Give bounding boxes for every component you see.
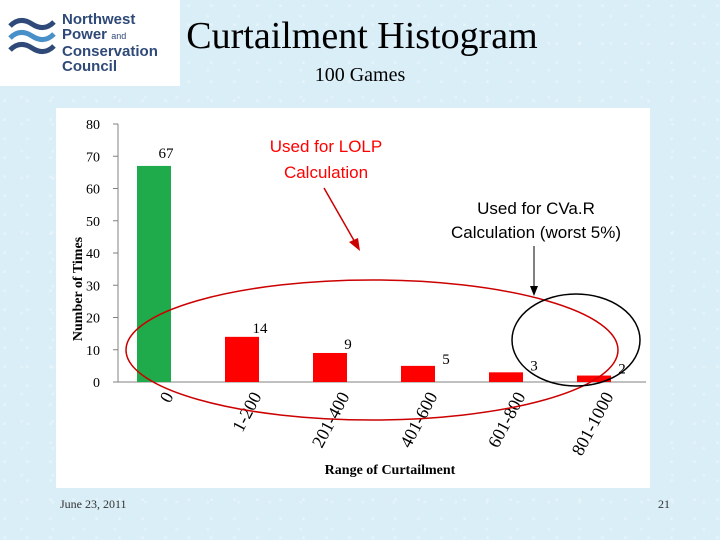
y-tick-label: 70 [86, 150, 100, 165]
data-label: 14 [253, 321, 269, 337]
category-label: 1-200 [228, 388, 265, 434]
category-label: 601-800 [484, 388, 530, 450]
lolp-arrow-head [349, 238, 360, 251]
slide-subtitle: 100 Games [314, 64, 406, 86]
council-name: Northwest Power and Conservation Council [62, 12, 158, 74]
bar-601-800 [489, 372, 523, 382]
cvar-ellipse [511, 293, 641, 387]
footer-date: June 23, 2011 [60, 497, 127, 511]
y-tick-label: 0 [93, 376, 100, 391]
y-tick-label: 40 [86, 247, 100, 262]
lolp-ellipse [125, 279, 619, 421]
annotation-cvar-line-2: Calculation (worst 5%) [451, 223, 621, 242]
x-axis-title: Range of Curtailment [325, 463, 456, 478]
chart-panel: 0 10 20 30 40 50 60 70 80 Number of Times 67 0 14 1-2… [56, 108, 650, 488]
y-tick-label: 30 [86, 279, 100, 294]
wave-emblem-icon [8, 18, 56, 54]
data-label: 9 [344, 337, 352, 353]
category-label: 801-1000 [567, 388, 617, 458]
data-label: 2 [618, 362, 626, 378]
bar-401-600 [401, 365, 435, 382]
y-axis-title: Number of Times [71, 236, 86, 341]
page-number: 21 [658, 497, 670, 511]
bar-1-200 [225, 336, 259, 382]
lolp-arrow-line [323, 187, 357, 245]
bar-801-1000 [577, 375, 611, 382]
data-label: 67 [159, 146, 175, 162]
cvar-arrow-head [530, 286, 538, 296]
council-logo: Northwest Power and Conservation Council [0, 0, 180, 86]
logo-line-1: Northwest [62, 11, 136, 28]
y-tick-label: 10 [86, 344, 100, 359]
logo-line-2: Power [62, 26, 108, 43]
logo-line-3: Conservation [62, 43, 158, 60]
bar-0 [137, 165, 171, 382]
annotation-lolp-line-2: Calculation [284, 163, 368, 182]
logo-line-2-small: and [111, 31, 127, 41]
data-label: 3 [530, 358, 538, 374]
data-label: 5 [442, 352, 450, 368]
annotation-cvar-line-1: Used for CVa.R [477, 199, 595, 218]
y-tick-label: 60 [86, 183, 100, 198]
slide-title: Curtailment Histogram [186, 15, 538, 57]
annotation-lolp-line-1: Used for LOLP [270, 137, 382, 156]
y-tick-label: 80 [86, 118, 100, 133]
y-tick-label: 20 [86, 312, 100, 327]
y-tick-label: 50 [86, 215, 100, 230]
logo-line-4: Council [62, 58, 117, 75]
bar-201-400 [313, 352, 347, 382]
